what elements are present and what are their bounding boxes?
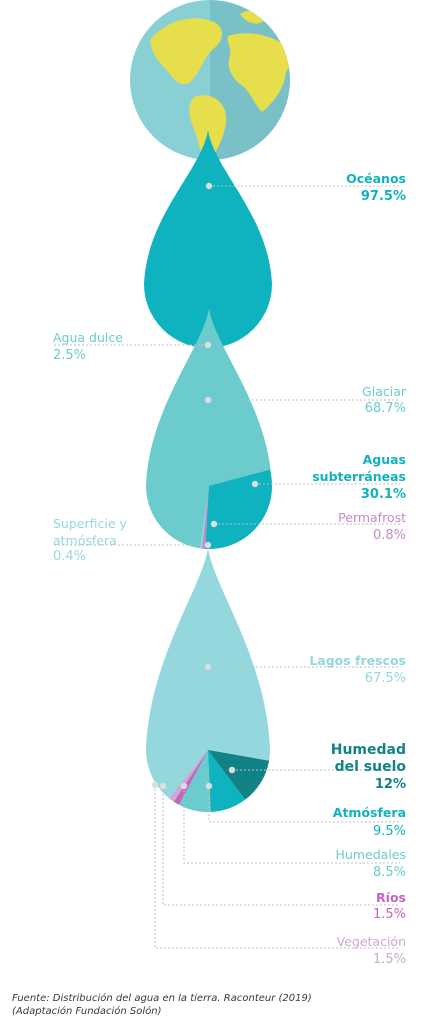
value-lagos-frescos: 67.5%	[364, 671, 406, 686]
label-permafrost: Permafrost	[338, 510, 406, 525]
label-superficie-atmosfera: Superficie y atmósfera	[53, 516, 127, 548]
leader-humedad-suelo-dot	[228, 766, 236, 774]
value-permafrost: 0.8%	[372, 528, 406, 543]
source-note: Fuente: Distribución del agua en la tier…	[12, 993, 312, 1017]
label-vegetacion: Vegetación	[336, 934, 406, 949]
slice-oceanos	[144, 130, 272, 348]
slice-atmosfera	[208, 750, 246, 812]
value-glaciar: 68.7%	[364, 401, 406, 416]
slice-humedad-suelo	[208, 750, 270, 800]
label-aguas-subterraneas: Aguas subterráneas	[312, 452, 406, 484]
value-agua-dulce: 2.5%	[53, 348, 87, 363]
leader-agua-dulce-dot	[204, 341, 212, 349]
label-oceanos: Océanos	[346, 171, 406, 186]
value-superficie-atmosfera: 0.4%	[53, 549, 87, 564]
earth-globe-icon	[130, 0, 290, 160]
slice-lagos-frescos	[146, 548, 270, 812]
slice-permafrost	[202, 486, 209, 549]
leader-glaciar-dot	[204, 396, 212, 404]
leader-aguas-subterraneas-dot	[251, 480, 259, 488]
leader-lines	[53, 182, 400, 949]
label-humedales: Humedales	[335, 847, 406, 862]
slice-rios	[173, 750, 208, 805]
label-atmosfera: Atmósfera	[332, 805, 406, 820]
value-vegetacion: 1.5%	[372, 952, 406, 967]
leader-humedales	[183, 786, 400, 864]
slice-humedales	[178, 750, 211, 812]
slice-superficie-atmosfera	[199, 486, 209, 549]
slice-vegetacion	[169, 750, 208, 802]
slice-aguas-subterraneas	[205, 469, 272, 549]
leader-humedales-dot	[180, 782, 188, 790]
label-lagos-frescos: Lagos frescos	[309, 653, 406, 668]
label-glaciar: Glaciar	[362, 384, 406, 399]
leader-permafrost-dot	[210, 520, 218, 528]
label-humedad-suelo: Humedad del suelo	[330, 742, 406, 775]
leader-rios	[162, 786, 400, 906]
value-rios: 1.5%	[372, 907, 406, 922]
drop-agua-dulce	[146, 308, 272, 549]
value-aguas-subterraneas: 30.1%	[360, 487, 406, 502]
leader-atmosfera	[208, 786, 400, 823]
value-humedales: 8.5%	[372, 865, 406, 880]
leader-rios-dot	[159, 782, 167, 790]
leader-superficie-dot	[204, 541, 212, 549]
label-rios: Ríos	[376, 890, 406, 905]
value-oceanos: 97.5%	[360, 189, 406, 204]
label-agua-dulce: Agua dulce	[53, 330, 123, 345]
leader-vegetacion-dot	[151, 781, 159, 789]
value-humedad-suelo: 12%	[374, 777, 406, 792]
leader-oceanos-dot	[205, 182, 213, 190]
leader-lagos-frescos-dot	[204, 663, 212, 671]
drop-superficie-atmosfera	[146, 548, 270, 812]
leader-atmosfera-dot	[205, 782, 213, 790]
value-atmosfera: 9.5%	[372, 824, 406, 839]
